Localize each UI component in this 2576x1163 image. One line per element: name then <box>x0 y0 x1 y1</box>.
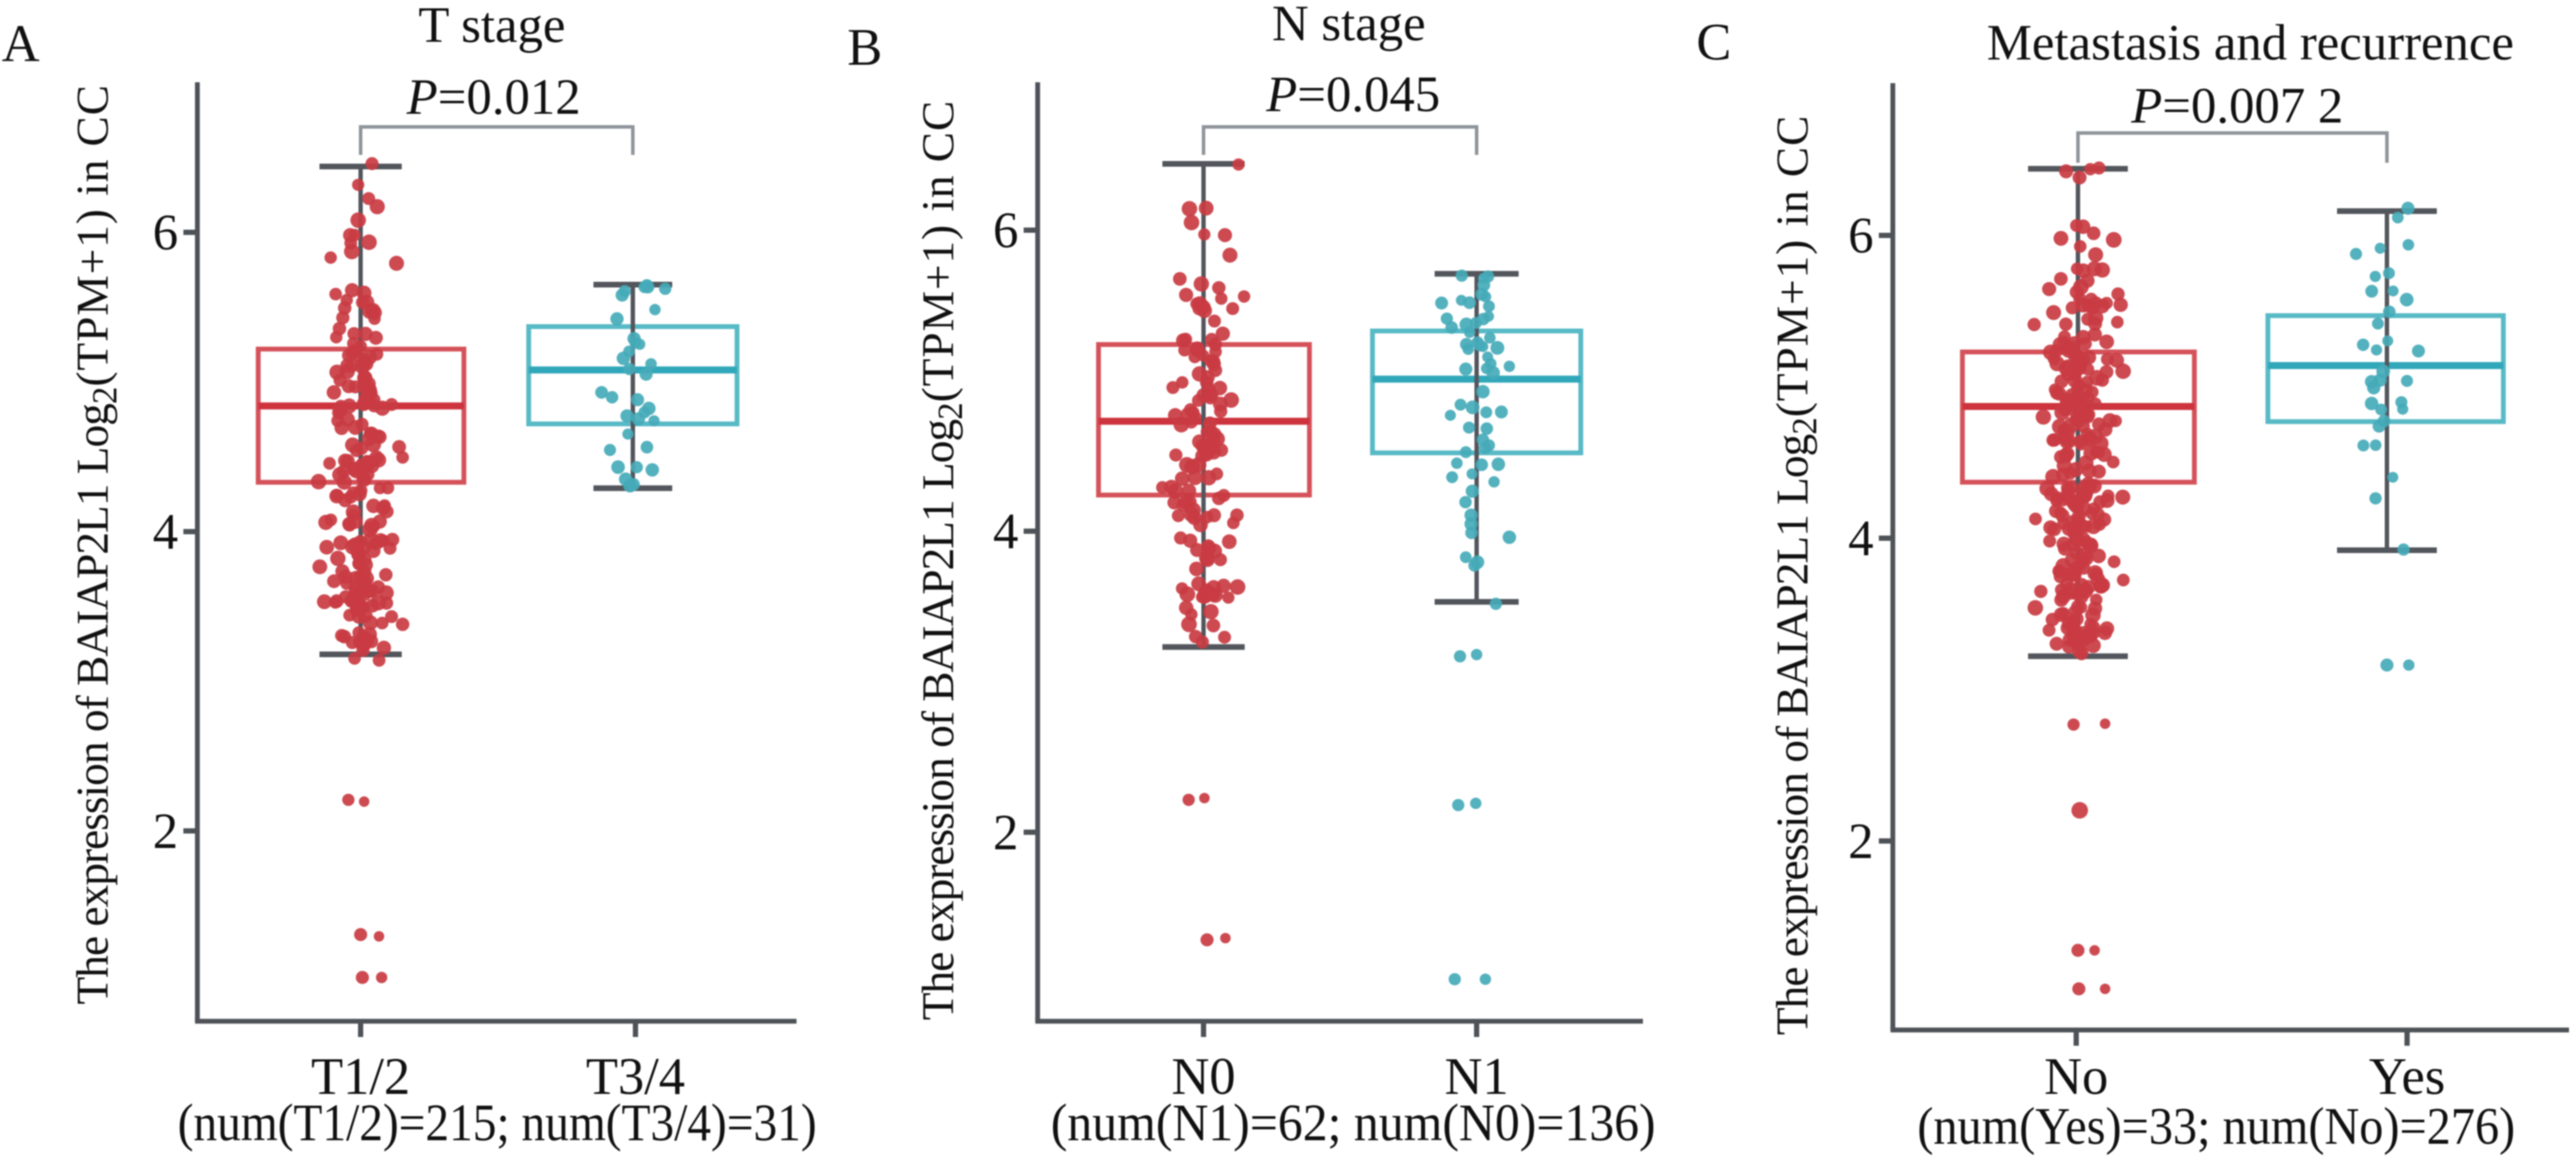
svg-text:Yes: Yes <box>2369 1047 2445 1105</box>
svg-text:Metastasis and recurrence: Metastasis and recurrence <box>1987 14 2514 71</box>
svg-text:B: B <box>847 18 882 76</box>
svg-text:No: No <box>2044 1047 2108 1105</box>
svg-text:6: 6 <box>993 202 1019 259</box>
svg-text:4: 4 <box>153 503 179 560</box>
svg-text:6: 6 <box>153 204 179 261</box>
svg-text:4: 4 <box>1849 510 1874 567</box>
svg-text:2: 2 <box>993 804 1019 861</box>
svg-text:T3/4: T3/4 <box>586 1047 684 1105</box>
svg-text:(num(N1)=62; num(N0)=136): (num(N1)=62; num(N0)=136) <box>1051 1094 1656 1152</box>
svg-text:P=0.007 2: P=0.007 2 <box>2130 77 2343 134</box>
svg-text:N1: N1 <box>1444 1047 1508 1105</box>
svg-text:The expression of BAIAP2L1 Log: The expression of BAIAP2L1 Log2(TPM+1) i… <box>68 84 124 1005</box>
svg-text:N stage: N stage <box>1272 0 1426 52</box>
svg-text:T1/2: T1/2 <box>311 1047 410 1105</box>
svg-text:C: C <box>1696 13 1731 71</box>
svg-text:P=0.012: P=0.012 <box>406 68 581 125</box>
svg-text:The expression of BAIAP2L1 Log: The expression of BAIAP2L1 Log2(TPM+1) i… <box>1768 115 1824 1035</box>
svg-text:N0: N0 <box>1171 1047 1235 1105</box>
svg-text:2: 2 <box>1849 813 1874 870</box>
svg-text:(num(Yes)=33; num(No)=276): (num(Yes)=33; num(No)=276) <box>1918 1097 2516 1155</box>
svg-text:The expression of BAIAP2L1 Log: The expression of BAIAP2L1 Log2(TPM+1) i… <box>914 100 970 1020</box>
svg-text:6: 6 <box>1849 207 1874 264</box>
svg-text:P=0.045: P=0.045 <box>1266 66 1441 123</box>
svg-text:T stage: T stage <box>418 0 565 53</box>
svg-text:4: 4 <box>993 503 1019 560</box>
svg-text:A: A <box>2 15 39 73</box>
svg-text:2: 2 <box>153 802 179 859</box>
svg-text:(num(T1/2)=215; num(T3/4)=31): (num(T1/2)=215; num(T3/4)=31) <box>178 1094 817 1152</box>
